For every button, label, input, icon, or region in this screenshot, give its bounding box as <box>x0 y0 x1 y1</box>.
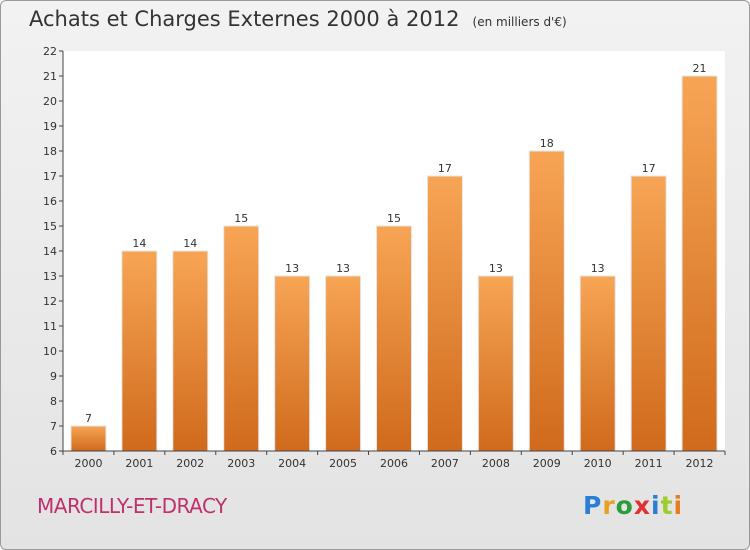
bar-2004 <box>274 275 311 452</box>
bar-value-label: 15 <box>387 212 401 225</box>
y-tick-label: 14 <box>43 245 57 258</box>
bar-value-label: 14 <box>132 237 146 250</box>
bar-value-label: 21 <box>693 62 707 75</box>
y-tick-label: 18 <box>43 145 57 158</box>
y-tick-label: 11 <box>43 320 57 333</box>
y-tick-label: 21 <box>43 70 57 83</box>
logo-letter: t <box>660 491 674 520</box>
y-tick-label: 8 <box>50 395 57 408</box>
y-tick-label: 22 <box>43 45 57 58</box>
x-tick-label: 2000 <box>74 457 102 470</box>
y-tick-label: 20 <box>43 95 57 108</box>
y-tick-label: 7 <box>50 420 57 433</box>
x-tick-label: 2009 <box>533 457 561 470</box>
bar-value-label: 13 <box>591 262 605 275</box>
x-tick-label: 2002 <box>176 457 204 470</box>
chart-title: Achats et Charges Externes 2000 à 2012 (… <box>29 7 567 31</box>
logo-letter: o <box>615 491 634 520</box>
bar-2010 <box>579 275 616 452</box>
bar-value-label: 13 <box>489 262 503 275</box>
bar-2009 <box>528 150 565 452</box>
bar-2007 <box>426 175 463 452</box>
x-tick-label: 2001 <box>125 457 153 470</box>
x-tick-label: 2005 <box>329 457 357 470</box>
y-tick-label: 19 <box>43 120 57 133</box>
y-tick-label: 9 <box>50 370 57 383</box>
logo-letter: x <box>633 491 651 520</box>
x-tick-label: 2004 <box>278 457 306 470</box>
logo-letter: i <box>651 491 661 520</box>
bar-value-label: 18 <box>540 137 554 150</box>
bar-2011 <box>630 175 667 452</box>
proxiti-logo: Proxiti <box>583 491 683 520</box>
bar-2003 <box>223 225 260 452</box>
bar-value-label: 14 <box>183 237 197 250</box>
bar-2005 <box>325 275 362 452</box>
bar-value-label: 15 <box>234 212 248 225</box>
x-tick-label: 2006 <box>380 457 408 470</box>
y-tick-label: 13 <box>43 270 57 283</box>
y-tick-label: 17 <box>43 170 57 183</box>
unit-text: (en milliers d'€) <box>472 15 567 29</box>
y-tick-label: 15 <box>43 220 57 233</box>
x-tick-label: 2003 <box>227 457 255 470</box>
bar-value-label: 17 <box>438 162 452 175</box>
y-tick-label: 6 <box>50 445 57 458</box>
x-tick-label: 2010 <box>584 457 612 470</box>
x-tick-label: 2007 <box>431 457 459 470</box>
bar-value-label: 13 <box>285 262 299 275</box>
bar-value-label: 17 <box>642 162 656 175</box>
logo-letter: i <box>673 491 684 520</box>
x-tick-label: 2011 <box>635 457 663 470</box>
bar-2000 <box>70 425 107 452</box>
bar-2001 <box>121 250 158 452</box>
logo-letter: P <box>583 491 603 520</box>
x-tick-label: 2008 <box>482 457 510 470</box>
bar-2012 <box>681 75 718 452</box>
commune-name: MARCILLY-ET-DRACY <box>37 494 227 518</box>
bar-2002 <box>172 250 209 452</box>
bar-value-label: 7 <box>85 412 92 425</box>
y-tick-label: 10 <box>43 345 57 358</box>
bar-2008 <box>477 275 514 452</box>
logo-letter: r <box>602 491 616 520</box>
bar-value-label: 13 <box>336 262 350 275</box>
bar-2006 <box>376 225 412 452</box>
x-tick-label: 2012 <box>686 457 714 470</box>
title-text: Achats et Charges Externes 2000 à 2012 <box>29 7 460 31</box>
y-tick-label: 16 <box>43 195 57 208</box>
y-tick-label: 12 <box>43 295 57 308</box>
